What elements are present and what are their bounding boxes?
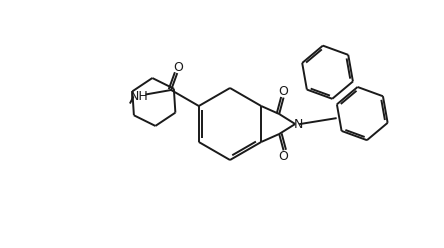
Text: N: N xyxy=(293,118,303,130)
Text: O: O xyxy=(173,61,183,74)
Text: O: O xyxy=(279,85,289,98)
Text: NH: NH xyxy=(130,90,149,103)
Text: O: O xyxy=(279,150,289,163)
